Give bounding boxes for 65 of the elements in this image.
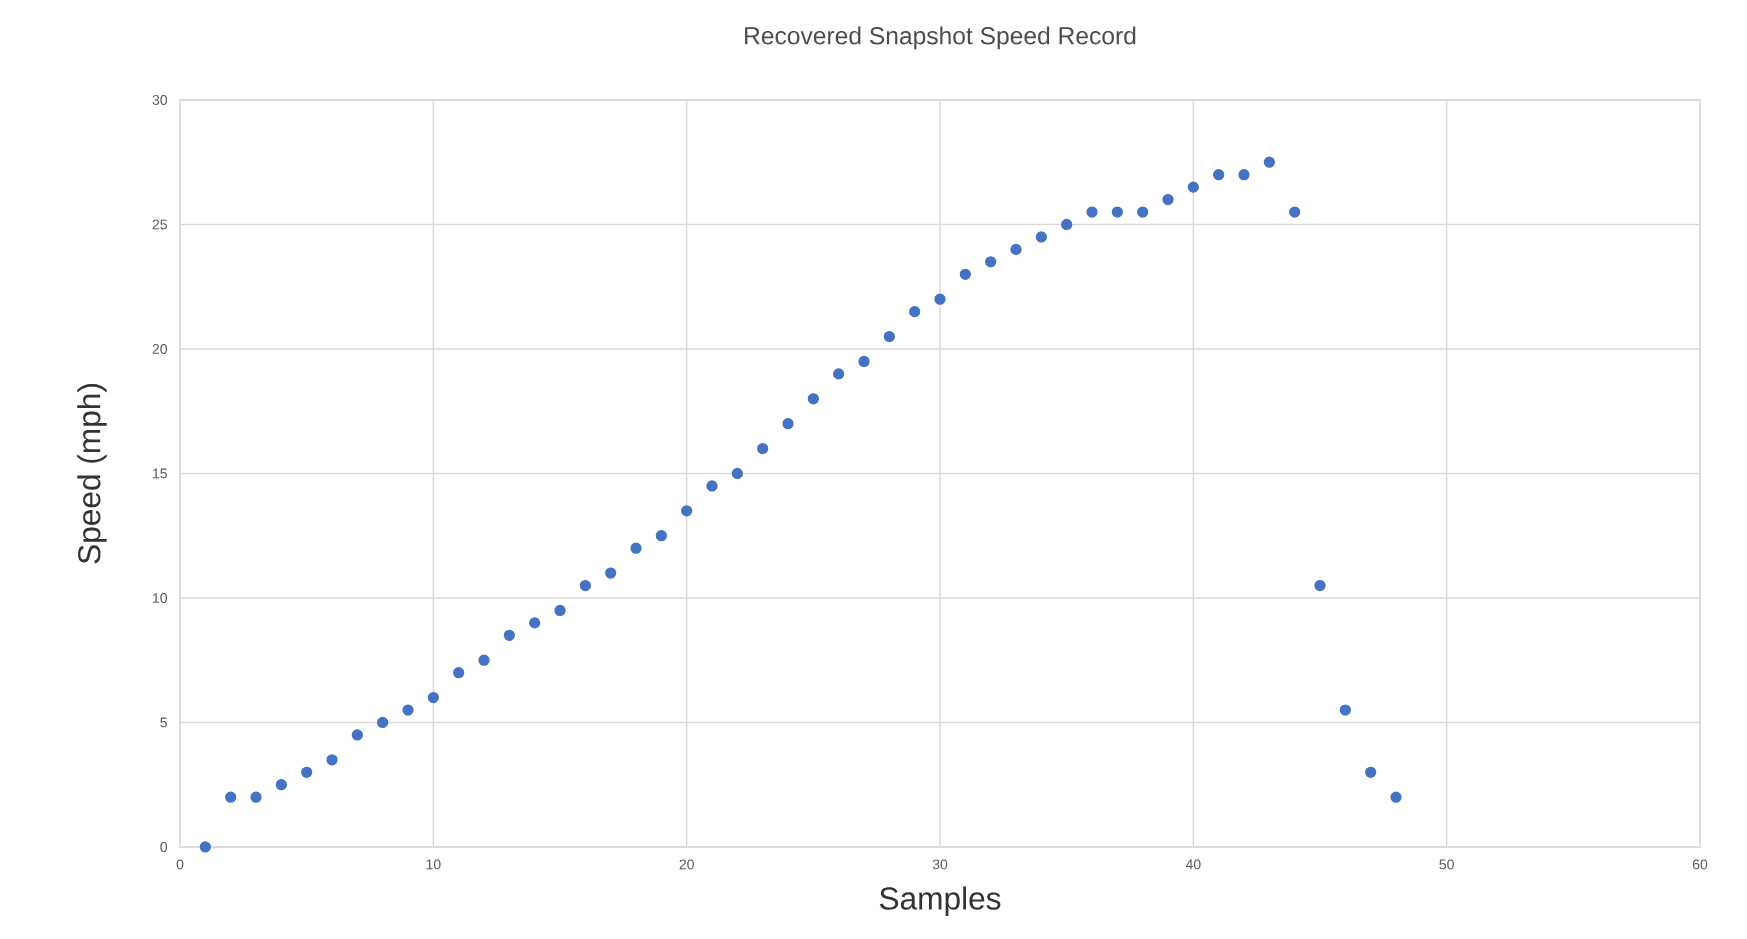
- point: [630, 542, 642, 554]
- point: [503, 629, 515, 641]
- point: [275, 779, 287, 791]
- point: [1289, 206, 1301, 218]
- point: [655, 530, 667, 542]
- point: [478, 654, 490, 666]
- y-tick-label: 15: [153, 468, 167, 479]
- point: [833, 368, 845, 380]
- point: [1238, 169, 1250, 181]
- point: [1365, 766, 1377, 778]
- point: [1339, 704, 1351, 716]
- x-tick-label: 20: [679, 859, 694, 870]
- y-tick-label: 0: [160, 842, 168, 852]
- x-tick-label: 30: [932, 859, 948, 870]
- point: [757, 442, 769, 455]
- y-tick-label: 5: [160, 717, 167, 728]
- x-tick-label: 40: [1185, 859, 1201, 870]
- point: [807, 393, 819, 405]
- point: [1137, 206, 1149, 218]
- x-tick-label: 10: [426, 859, 441, 870]
- point: [1314, 579, 1326, 592]
- point: [225, 791, 237, 803]
- point: [427, 691, 439, 704]
- point: [250, 791, 262, 803]
- point: [1187, 181, 1199, 193]
- point: [934, 293, 946, 305]
- point: [1213, 169, 1225, 181]
- point: [199, 841, 211, 853]
- point: [301, 766, 313, 778]
- y-tick-label: 20: [152, 344, 168, 354]
- point: [351, 729, 363, 741]
- point: [985, 256, 997, 268]
- point: [1086, 206, 1098, 218]
- point: [883, 330, 895, 343]
- point: [377, 716, 389, 729]
- point: [959, 268, 971, 280]
- point: [1111, 206, 1123, 218]
- point: [453, 667, 465, 679]
- point: [579, 579, 591, 592]
- x-tick-label: 0: [176, 859, 184, 870]
- y-tick-label: 30: [152, 95, 168, 105]
- point: [1061, 218, 1073, 231]
- point: [554, 604, 566, 617]
- y-axis-title: Speed (mph): [77, 384, 107, 564]
- point: [1390, 791, 1402, 803]
- point: [326, 754, 338, 766]
- y-tick-label: 10: [153, 593, 168, 603]
- point: [1162, 193, 1174, 206]
- point: [909, 306, 921, 318]
- point: [402, 704, 414, 716]
- chart-title: Recovered Snapshot Speed Record: [745, 26, 1136, 50]
- point: [605, 567, 617, 579]
- point: [1263, 156, 1275, 168]
- point: [706, 480, 718, 492]
- x-axis-title: Samples: [879, 886, 1001, 916]
- point: [1035, 231, 1047, 243]
- point: [858, 355, 870, 368]
- x-tick-label: 50: [1439, 859, 1454, 870]
- point: [681, 505, 693, 517]
- y-tick-label: 25: [152, 219, 167, 230]
- x-tick-label: 60: [1692, 859, 1708, 870]
- point: [782, 418, 794, 430]
- point: [1010, 243, 1022, 256]
- point: [731, 467, 743, 480]
- point: [529, 617, 541, 629]
